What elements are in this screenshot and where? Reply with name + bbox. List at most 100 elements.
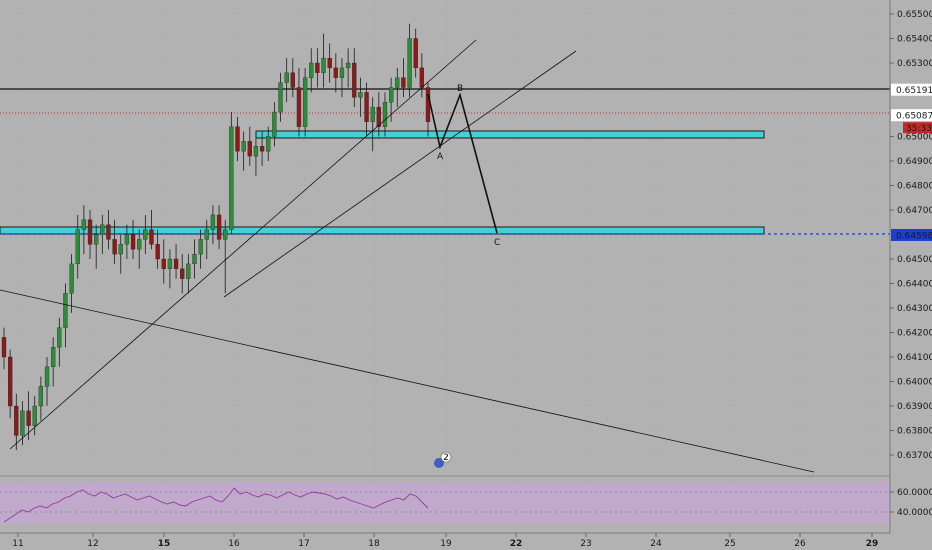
candle-body: [364, 92, 369, 122]
resistance-level-badge[interactable]: [891, 83, 932, 96]
candle-body: [149, 229, 154, 245]
candle-body: [112, 239, 117, 255]
price-tick-label: 0.64500: [897, 255, 932, 265]
candlestick-series: [1, 23, 431, 451]
support-level-badge[interactable]: [891, 228, 932, 241]
candle-body: [425, 87, 431, 122]
price-tick-label: 0.64000: [897, 378, 932, 388]
time-axis[interactable]: [0, 533, 932, 550]
time-tick-label: 26: [794, 539, 806, 549]
time-tick-labels: 11 12 15 16 17 18 19 22 23 24 25 26 29: [12, 533, 878, 549]
price-tick-label: 0.65300: [897, 59, 932, 69]
candle-body: [81, 219, 87, 230]
price-tick-label: 0.64300: [897, 304, 932, 314]
candle-body: [210, 214, 216, 230]
trendline-shallow[interactable]: [223, 50, 577, 298]
rsi-tick-label: 40.0000: [897, 508, 932, 518]
candle-body: [352, 62, 357, 98]
candle-body: [278, 82, 283, 113]
resistance-level-badge-text: 0.65191: [896, 86, 932, 96]
candle-body: [223, 229, 228, 240]
current-price-badge[interactable]: [891, 109, 932, 122]
price-tick-label: 0.64700: [897, 206, 932, 216]
time-tick-label: 15: [158, 539, 171, 549]
candle-body: [44, 366, 50, 387]
candle-body: [327, 57, 332, 69]
candle-body: [321, 57, 326, 73]
rsi-line: [3, 487, 429, 523]
candle-body: [57, 327, 62, 348]
candle-body: [290, 72, 295, 88]
candle-body: [388, 87, 394, 103]
candle-body: [161, 258, 166, 269]
event-count-text: 2: [443, 453, 449, 463]
price-tick-label: 0.64900: [897, 157, 932, 167]
candle-body: [370, 106, 375, 122]
time-tick-label: 22: [510, 539, 523, 549]
candle-body: [7, 356, 13, 407]
current-price-badge-text: 0.65087: [896, 112, 932, 122]
countdown-badge: [903, 122, 932, 134]
candle-body: [419, 67, 425, 88]
rsi-band: [0, 482, 890, 524]
candle-body: [376, 106, 381, 127]
candle-body: [339, 67, 345, 78]
price-badges: 0.65191 0.65087 35:33 0.64598: [891, 83, 932, 241]
candle-body: [173, 258, 179, 269]
candle-body: [413, 38, 418, 69]
candle-body: [266, 136, 271, 152]
candle-body: [401, 77, 406, 88]
time-tick-label: 19: [440, 539, 452, 549]
price-tick-label: 0.63900: [897, 402, 932, 412]
trendline-steep[interactable]: [9, 39, 477, 450]
event-marker[interactable]: 2: [434, 451, 452, 468]
time-tick-label: 23: [580, 539, 591, 549]
candle-body: [155, 244, 160, 260]
candle-body: [395, 77, 400, 88]
wave-label-c: C: [494, 238, 500, 248]
candle-body: [94, 234, 99, 245]
rsi-tick-label: 60.0000: [897, 488, 932, 498]
support-zone-lower[interactable]: [0, 226, 765, 235]
price-tick-label: 0.64800: [897, 182, 932, 192]
candle-body: [382, 102, 388, 127]
time-tick-label: 24: [650, 539, 662, 549]
price-tick-label: 0.65500: [897, 10, 932, 20]
abc-projection-path[interactable]: [427, 92, 498, 234]
price-tick-label: 0.65000: [897, 133, 932, 143]
price-tick-label: 0.64200: [897, 329, 932, 339]
candle-body: [259, 146, 265, 152]
candle-body: [130, 234, 136, 250]
candle-body: [51, 347, 56, 367]
candle-body: [137, 239, 142, 250]
supply-zone-upper[interactable]: [255, 130, 765, 139]
time-tick-label: 11: [12, 539, 23, 549]
candle-body: [100, 224, 105, 235]
event-marker-icon: [434, 458, 444, 468]
event-count-badge: [440, 451, 452, 463]
candle-body: [192, 253, 197, 265]
support-level-badge-text: 0.64598: [896, 231, 932, 241]
time-tick-label: 29: [866, 539, 879, 549]
countdown-text: 35:33: [906, 124, 932, 134]
trendline-descending[interactable]: [0, 289, 815, 473]
candle-body: [216, 214, 222, 240]
price-tick-label: 0.63700: [897, 451, 932, 461]
candle-body: [204, 229, 209, 240]
candle-body: [26, 410, 31, 426]
candle-body: [247, 141, 252, 157]
candle-body: [253, 146, 259, 157]
time-tick-label: 18: [368, 539, 380, 549]
price-tick-label: 0.64100: [897, 353, 932, 363]
time-tick-label: 25: [724, 539, 735, 549]
candle-body: [143, 229, 148, 240]
candle-body: [69, 263, 74, 294]
candle-body: [32, 405, 37, 426]
price-tick-labels: 0.65500 0.65400 0.65300 0.65000 0.64900 0.648…: [890, 10, 932, 461]
candle-body: [186, 263, 191, 279]
candle-body: [14, 405, 19, 436]
candle-body: [198, 239, 203, 255]
candle-body: [180, 268, 185, 279]
